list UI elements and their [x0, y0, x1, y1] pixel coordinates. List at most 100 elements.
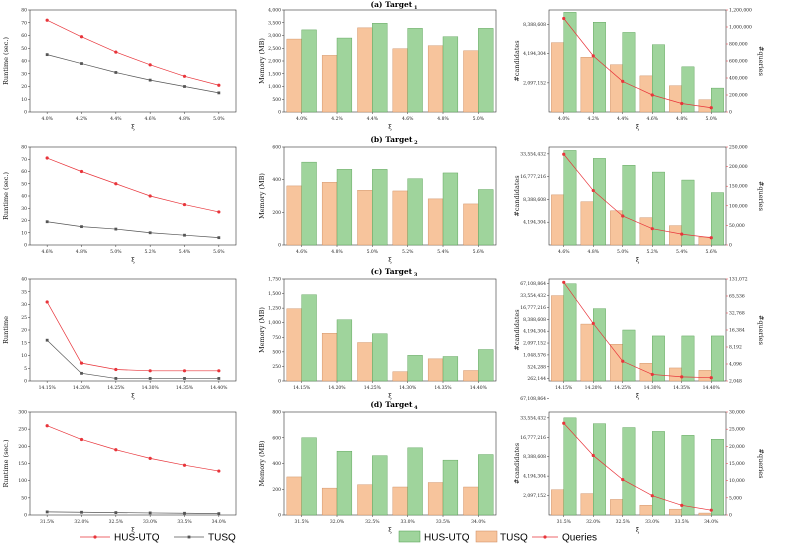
queries-ytick-label: 0 [729, 243, 732, 249]
runtime-chart-ytick-label: 250 [18, 427, 27, 433]
queries-ytick-label: 400,000 [729, 76, 748, 82]
queries-ytick-label: 150,000 [729, 184, 748, 190]
panel-row-title: (a) Target 1 [371, 0, 418, 11]
candidates-ytick-label: 33,554,432 [520, 293, 546, 299]
candidates-ytick-label: 67,108,864 [520, 396, 546, 402]
candidates-chart-xtick-label: 4.8% [676, 116, 688, 122]
candidates-bar-hus-utq [711, 439, 724, 516]
queries-point [709, 106, 713, 110]
memory-chart-ytick-label: 0 [278, 513, 281, 519]
memory-chart-ytick-label: 400 [272, 177, 281, 183]
queries-point [650, 227, 654, 231]
memory-bar-tusq [321, 182, 338, 246]
runtime-chart-xtick-label: 14.15% [39, 385, 57, 391]
runtime-point-tusq [45, 220, 49, 224]
memory-chart-xtick-label: 5.2% [402, 249, 414, 255]
runtime-chart-xtick-label: 14.20% [73, 385, 91, 391]
memory-bar-hus-utq [442, 356, 459, 382]
memory-bar-hus-utq [301, 161, 317, 246]
runtime-chart-xtick-label: 4.2% [76, 116, 88, 122]
candidates-chart-xtick-label: 14.40% [703, 385, 721, 391]
queries-point [621, 79, 625, 83]
memory-chart-xtick-label: 32.5% [365, 519, 380, 525]
memory-chart-xtick-label: 33.0% [401, 519, 416, 525]
candidates-bar-hus-utq [622, 32, 636, 113]
memory-chart-xtick-label: 4.8% [331, 249, 343, 255]
candidates-bar-hus-utq [593, 423, 606, 516]
memory-bar-hus-utq [301, 29, 317, 113]
runtime-chart-xtick-label: 4.0% [41, 116, 53, 122]
runtime-chart-xtick-label: 32.0% [74, 519, 89, 525]
runtime-chart-ytick-label: 20 [21, 328, 27, 334]
queries-ytick-label: 50,000 [729, 223, 745, 229]
runtime-point-tusq [217, 512, 221, 516]
candidates-bar-tusq [698, 370, 712, 382]
runtime-point-hus-utq [45, 156, 49, 160]
candidates-ytick-label: 16,777,216 [520, 435, 546, 441]
legend-left: HUS-UTQ TUSQ [80, 533, 236, 543]
queries-point [562, 421, 566, 425]
queries-ytick-label: 25,000 [729, 427, 745, 433]
candidates-ytick-label: 2,097,152 [523, 341, 546, 347]
memory-chart-frame [283, 278, 497, 382]
runtime-chart-xtick-label: 33.5% [177, 519, 192, 525]
panel-row-title-subscript: 2 [412, 140, 418, 146]
candidates-chart-xtick-label: 33.0% [645, 519, 660, 525]
memory-x-axis-label: ξ [388, 392, 392, 400]
runtime-chart-ytick-label: 50 [21, 181, 27, 187]
queries-ytick-label: 1,000,000 [729, 25, 752, 31]
candidates-ytick-label: 8,388,608 [523, 317, 546, 323]
memory-chart-ytick-label: 600 [272, 145, 281, 151]
candidates-bar-hus-utq [652, 171, 665, 246]
candidates-chart-xtick-label: 31.5% [557, 519, 572, 525]
memory-bar-tusq [392, 190, 408, 246]
runtime-point-hus-utq [182, 74, 187, 78]
memory-bar-hus-utq [478, 454, 494, 516]
candidates-ytick-label: 4,194,304 [523, 51, 546, 57]
memory-chart-ytick-label: 1,000 [268, 320, 281, 326]
candidates-x-axis-label: ξ [636, 123, 640, 131]
queries-ytick-label: 800,000 [729, 42, 748, 48]
candidates-bar-hus-utq [711, 335, 724, 382]
memory-bar-hus-utq [372, 455, 388, 516]
candidates-bar-tusq [639, 363, 653, 382]
memory-chart-ytick-label: 0 [278, 110, 281, 116]
runtime-point-tusq [114, 227, 118, 231]
memory-bar-tusq [357, 342, 373, 382]
memory-chart-ytick-label: 1,500 [268, 71, 281, 77]
memory-bar-hus-utq [442, 172, 459, 246]
panel-row-title: (d) Target 4 [370, 400, 418, 411]
runtime-chart-ytick-label: 15 [21, 340, 27, 346]
memory-y-axis-label: Memory (MB) [258, 440, 266, 486]
candidates-bar-hus-utq [622, 427, 636, 516]
queries-point [650, 372, 654, 377]
queries-ytick-label: 0 [729, 110, 732, 116]
queries-point [591, 188, 595, 193]
candidates-bar-tusq [551, 489, 564, 516]
queries-ytick-label: 10,000 [729, 478, 745, 484]
runtime-chart-ytick-label: 60 [21, 169, 27, 175]
memory-chart-ytick-label: 0 [278, 379, 281, 385]
runtime-chart-ytick-label: 0 [24, 110, 27, 116]
legend-tusq-marker [187, 535, 191, 539]
memory-y-axis-label: Memory (MB) [258, 307, 266, 353]
candidates-ytick-label: 524,288 [527, 364, 546, 370]
memory-bar-tusq [427, 358, 444, 382]
queries-point [621, 214, 625, 218]
legend-hus-utq-label: HUS-UTQ [114, 533, 160, 543]
candidates-ytick-label: 262,144 [527, 376, 546, 382]
legend-right: HUS-UTQ TUSQ Queries [398, 530, 597, 543]
runtime-point-hus-utq [182, 202, 187, 207]
candidates-ytick-label: 8,388,608 [523, 22, 546, 28]
runtime-chart-xtick-label: 31.5% [40, 519, 55, 525]
legend-hus-utq-bar-label: HUS-UTQ [424, 533, 470, 543]
queries-point [562, 16, 566, 21]
panel-row-title-subscript: 3 [412, 272, 418, 278]
memory-chart-xtick-label: 5.0% [367, 249, 379, 255]
runtime-series-line-tusq [47, 54, 219, 94]
candidates-chart-xtick-label: 33.5% [675, 519, 690, 525]
runtime-chart-ytick-label: 0 [24, 379, 27, 385]
memory-chart-ytick-label: 2,000 [268, 59, 281, 65]
candidates-chart-xtick-label: 4.0% [558, 116, 570, 122]
queries-series-line [563, 423, 712, 511]
